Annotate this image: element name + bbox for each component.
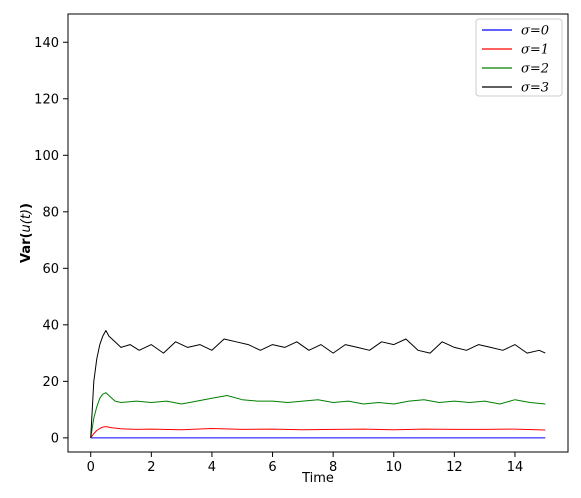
- y-tick-label: 80: [42, 205, 59, 220]
- x-axis-ticks: 0 2 4 6 8 10 12 14: [87, 452, 524, 475]
- x-tick-label: 4: [208, 460, 216, 475]
- y-axis-title-prefix: Var(: [19, 232, 34, 262]
- x-tick-label: 14: [507, 460, 524, 475]
- series-line-sigma-2: [90, 392, 546, 438]
- y-tick-label: 0: [51, 431, 59, 446]
- y-tick-label: 40: [42, 318, 59, 333]
- x-axis-title: Time: [301, 471, 334, 486]
- y-tick-label: 140: [34, 36, 59, 51]
- y-axis-ticks: 0 20 40 60 80 100 120 140: [34, 36, 68, 446]
- x-tick-label: 12: [446, 460, 463, 475]
- legend-label: σ=0: [521, 24, 549, 39]
- y-axis-title: Var(u(t)): [19, 203, 34, 263]
- y-tick-label: 120: [34, 92, 59, 107]
- x-tick-label: 10: [385, 460, 402, 475]
- y-tick-label: 100: [34, 149, 59, 164]
- y-axis-title-var: u(t): [19, 209, 34, 232]
- y-tick-label: 60: [42, 262, 59, 277]
- y-tick-label: 20: [42, 375, 59, 390]
- x-tick-label: 8: [329, 460, 337, 475]
- series-line-sigma-1: [90, 426, 546, 439]
- x-tick-label: 0: [87, 460, 95, 475]
- legend: σ=0 σ=1 σ=2 σ=3: [475, 18, 563, 97]
- legend-label: σ=1: [521, 43, 549, 58]
- series-line-sigma-3: [90, 330, 546, 438]
- x-tick-label: 6: [268, 460, 276, 475]
- legend-label: σ=3: [521, 81, 549, 96]
- legend-label: σ=2: [521, 62, 549, 77]
- plot-lines: [90, 330, 546, 439]
- y-axis-title-suffix: ): [19, 203, 34, 209]
- legend-box: [475, 18, 563, 97]
- x-tick-label: 2: [147, 460, 155, 475]
- plot-frame: [67, 13, 569, 453]
